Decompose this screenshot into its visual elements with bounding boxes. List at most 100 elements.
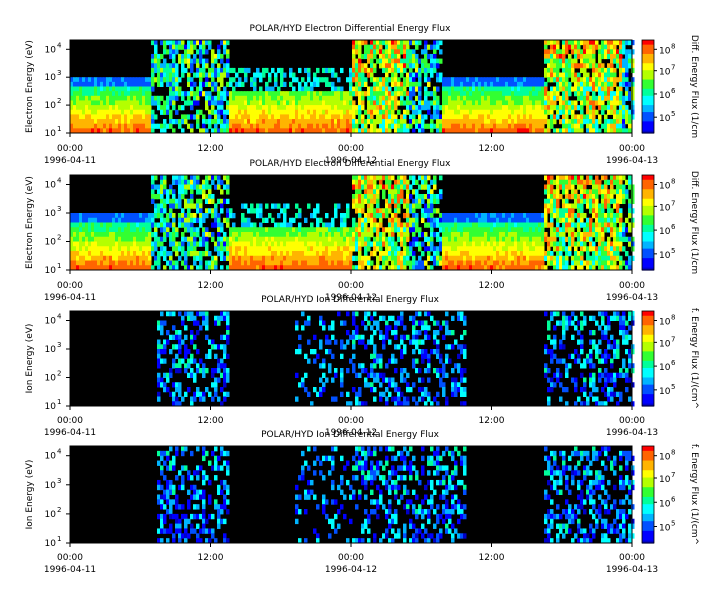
spectrogram-cell (406, 185, 410, 190)
spectrogram-cell (526, 114, 530, 119)
spectrogram-cell (565, 63, 569, 68)
spectrogram-cell (136, 242, 140, 247)
spectrogram-cell (451, 237, 455, 242)
spectrogram-cell (214, 185, 218, 190)
spectrogram-cell (427, 246, 431, 251)
spectrogram-cell (580, 100, 584, 105)
spectrogram-cell (229, 232, 233, 237)
spectrogram-cell (148, 100, 152, 105)
spectrogram-cell (70, 242, 74, 247)
spectrogram-cell (541, 256, 545, 261)
spectrogram-cell (496, 105, 500, 110)
spectrogram-cell (517, 82, 521, 87)
spectrogram-cell (364, 63, 368, 68)
spectrogram-cell (133, 100, 137, 105)
spectrogram-cell (421, 213, 425, 218)
spectrogram-cell (133, 232, 137, 237)
spectrogram-cell (400, 232, 404, 237)
spectrogram-cell (562, 91, 566, 96)
spectrogram-cell (460, 96, 464, 101)
spectrogram-cell (292, 242, 296, 247)
spectrogram-cell (220, 73, 224, 78)
spectrogram-cell (367, 256, 371, 261)
spectrogram-cell (475, 251, 479, 256)
spectrogram-cell (607, 218, 611, 223)
spectrogram-cell (424, 100, 428, 105)
spectrogram-cell (358, 100, 362, 105)
spectrogram-cell (493, 87, 497, 92)
spectrogram-cell (430, 246, 434, 251)
spectrogram-cell (544, 87, 548, 92)
spectrogram-cell (463, 246, 467, 251)
spectrogram-cell (133, 82, 137, 87)
spectrogram-cell (409, 208, 413, 213)
spectrogram-cell (232, 261, 236, 266)
spectrogram-cell (97, 96, 101, 101)
spectrogram-cell (574, 91, 578, 96)
spectrogram-cell (448, 242, 452, 247)
spectrogram-cell (472, 91, 476, 96)
spectrogram-cell (175, 261, 179, 266)
spectrogram-cell (412, 82, 416, 87)
spectrogram-cell (604, 96, 608, 101)
spectrogram-cell (439, 237, 443, 242)
spectrogram-cell (190, 232, 194, 237)
spectrogram-cell (508, 246, 512, 251)
spectrogram-cell (607, 87, 611, 92)
spectrogram-cell (193, 246, 197, 251)
spectrogram-cell (127, 96, 131, 101)
spectrogram-cell (469, 114, 473, 119)
spectrogram-cell (124, 218, 128, 223)
spectrogram-cell (400, 261, 404, 266)
spectrogram-cell (238, 124, 242, 129)
spectrogram-cell (73, 246, 77, 251)
spectrogram-cell (445, 87, 449, 92)
spectrogram-cell (400, 175, 404, 180)
spectrogram-cell (121, 96, 125, 101)
spectrogram-cell (430, 119, 434, 124)
spectrogram-cell (418, 110, 422, 115)
spectrogram-cell (505, 256, 509, 261)
spectrogram-cell (568, 242, 572, 247)
spectrogram-cell (601, 237, 605, 242)
spectrogram-cell (172, 45, 176, 50)
spectrogram-cell (547, 204, 551, 209)
spectrogram-cell (388, 96, 392, 101)
spectrogram-cell (301, 246, 305, 251)
spectrogram-cell (142, 100, 146, 105)
spectrogram-cell (181, 246, 185, 251)
spectrogram-cell (460, 91, 464, 96)
spectrogram-cell (154, 204, 158, 209)
spectrogram-cell (523, 77, 527, 82)
spectrogram-cell (217, 119, 221, 124)
spectrogram-cell (172, 40, 176, 45)
spectrogram-cell (418, 261, 422, 266)
spectrogram-cell (598, 227, 602, 232)
spectrogram-cell (403, 40, 407, 45)
spectrogram-cell (175, 91, 179, 96)
spectrogram-cell (286, 261, 290, 266)
spectrogram-cell (388, 185, 392, 190)
spectrogram-cell (376, 100, 380, 105)
spectrogram-cell (607, 251, 611, 256)
spectrogram-cell (592, 251, 596, 256)
spectrogram-cell (580, 213, 584, 218)
spectrogram-cell (166, 63, 170, 68)
spectrogram-cell (445, 223, 449, 228)
spectrogram-cell (310, 232, 314, 237)
spectrogram-cell (505, 237, 509, 242)
spectrogram-cell (439, 40, 443, 45)
spectrogram-cell (406, 232, 410, 237)
spectrogram-cell (91, 213, 95, 218)
spectrogram-cell (217, 77, 221, 82)
spectrogram-cell (487, 251, 491, 256)
spectrogram-cell (397, 100, 401, 105)
spectrogram-cell (211, 100, 215, 105)
spectrogram-cell (274, 124, 278, 129)
spectrogram-cell (166, 77, 170, 82)
spectrogram-cell (100, 119, 104, 124)
spectrogram-cell (232, 91, 236, 96)
spectrogram-cell (544, 251, 548, 256)
spectrogram-cell (367, 232, 371, 237)
spectrogram-cell (160, 208, 164, 213)
